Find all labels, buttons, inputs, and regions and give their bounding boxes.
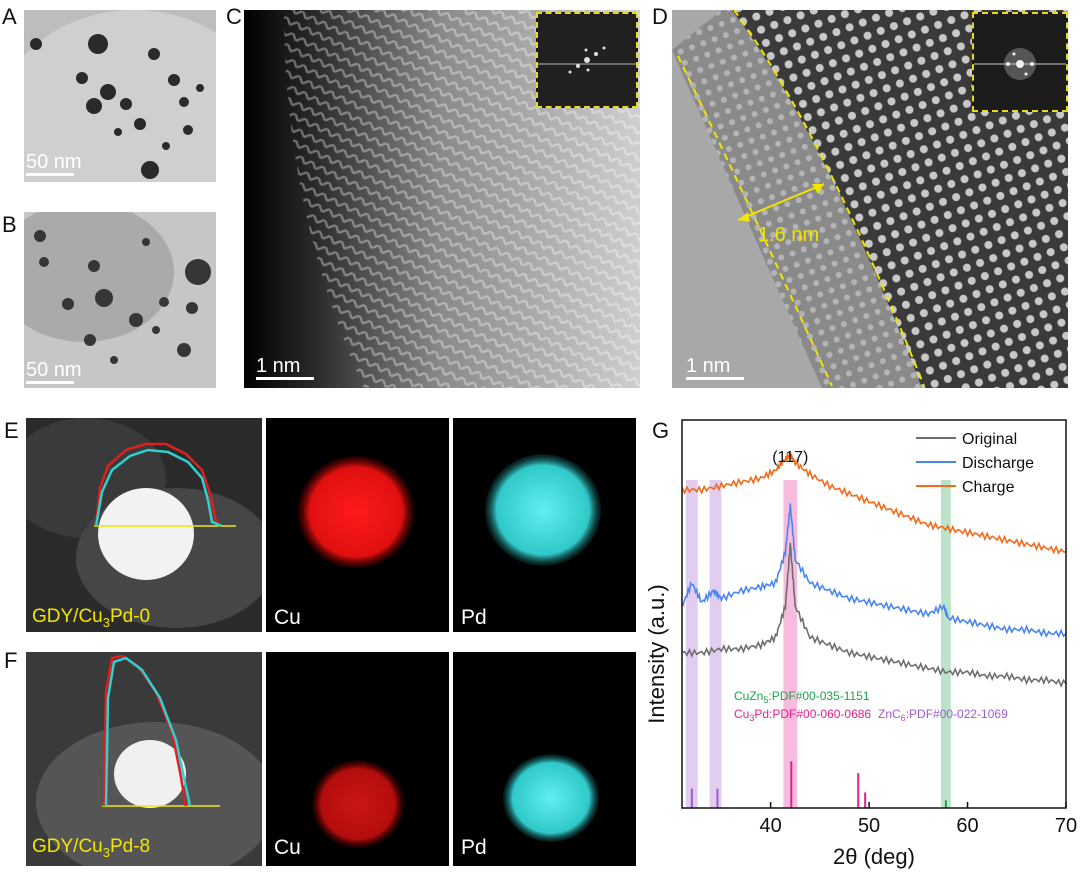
ref-band-2-1 xyxy=(709,480,722,808)
pd-map-f: Pd xyxy=(453,652,636,866)
panel-label-a: A xyxy=(2,4,17,29)
element-label-pd-e: Pd xyxy=(461,606,487,629)
ref-band-0-0 xyxy=(940,480,951,808)
x-tick-label-50: 50 xyxy=(858,815,880,837)
scale-bar-d: 1 nm xyxy=(686,355,744,380)
scale-bar-line-b xyxy=(26,381,74,384)
sample-tail-e: Pd-0 xyxy=(109,606,151,627)
scale-bar-line-c xyxy=(256,377,314,380)
sample-label-f: GDY/Cu3Pd-8 xyxy=(32,836,150,860)
peak-label: (117) xyxy=(772,449,808,466)
scale-bar-line-d xyxy=(686,377,744,380)
series-line-discharge xyxy=(681,503,1067,639)
series-line-original xyxy=(681,542,1067,688)
element-label-pd-f: Pd xyxy=(461,836,487,859)
haadf-image-f: GDY/Cu3Pd-8 xyxy=(26,652,262,866)
sample-label-e: GDY/Cu3Pd-0 xyxy=(32,606,150,630)
scale-label-c: 1 nm xyxy=(256,355,301,377)
legend-label-charge: Charge xyxy=(962,479,1015,496)
tem-a-svg xyxy=(24,10,216,182)
element-label-cu-f: Cu xyxy=(274,836,301,859)
scale-bar-c: 1 nm xyxy=(256,355,314,380)
legend-label-discharge: Discharge xyxy=(962,455,1034,472)
sample-tail-f: Pd-8 xyxy=(109,836,151,857)
xrd-chart: 40 50 60 70 2θ (deg) Intensity (a.u.) (117) Ori… xyxy=(644,419,1077,869)
haadf-f-svg xyxy=(26,652,262,866)
x-axis-label: 2θ (deg) xyxy=(833,844,915,869)
tem-image-b: 50 nm xyxy=(24,212,216,388)
ref-label-1: Cu3Pd:PDF#00-060-0686 xyxy=(734,707,871,723)
scale-bar-b: 50 nm xyxy=(26,359,82,384)
panel-label-d: D xyxy=(652,4,668,29)
sample-sub-f: 3 xyxy=(102,844,110,860)
tem-b-svg xyxy=(24,212,216,388)
fft-inset-d xyxy=(972,12,1068,112)
stem-image-c: 1 nm xyxy=(244,10,640,388)
panel-label-g: G xyxy=(652,418,670,443)
x-tick-label-70: 70 xyxy=(1055,815,1077,837)
fft-c-svg xyxy=(538,14,636,106)
ref-band-1-0 xyxy=(783,480,798,808)
haadf-e-svg xyxy=(26,418,262,632)
scale-label-a: 50 nm xyxy=(26,151,82,173)
lattice-width-annotation: 1.6 nm xyxy=(758,224,820,246)
series-line-charge xyxy=(681,452,1067,555)
cu-map-f-svg xyxy=(312,760,404,848)
panel-label-b: B xyxy=(2,212,17,237)
scale-label-d: 1 nm xyxy=(686,355,731,377)
haadf-image-e: GDY/Cu3Pd-0 xyxy=(26,418,262,632)
ref-label-2: ZnC6:PDF#00-022-1069 xyxy=(878,707,1008,723)
y-axis-label: Intensity (a.u.) xyxy=(644,584,669,723)
element-label-cu-e: Cu xyxy=(274,606,301,629)
cu-map-f: Cu xyxy=(266,652,449,866)
x-tick-label-40: 40 xyxy=(759,815,781,837)
panel-label-f: F xyxy=(4,648,18,673)
plot-frame xyxy=(681,419,1067,809)
scale-label-b: 50 nm xyxy=(26,359,82,381)
hrtem-image-d: 1.6 nm 1 nm xyxy=(672,10,1068,388)
ref-band-2-0 xyxy=(685,480,698,808)
cu-map-e: Cu xyxy=(266,418,449,632)
fft-inset-c xyxy=(536,12,638,108)
legend-label-original: Original xyxy=(962,431,1017,448)
tem-image-a: 50 nm xyxy=(24,10,216,182)
pd-map-e-svg xyxy=(485,454,601,566)
fft-d-svg xyxy=(974,14,1066,110)
panel-label-e: E xyxy=(4,418,19,443)
sample-name-f: GDY/Cu xyxy=(32,836,103,857)
cu-map-e-svg xyxy=(298,456,414,568)
x-tick-label-60: 60 xyxy=(956,815,978,837)
panel-label-c: C xyxy=(226,4,242,29)
sample-name-e: GDY/Cu xyxy=(32,606,103,627)
pd-map-e: Pd xyxy=(453,418,636,632)
scale-bar-line-a xyxy=(26,173,74,176)
sample-sub-e: 3 xyxy=(102,614,110,630)
ref-label-0: CuZn5:PDF#00-035-1151 xyxy=(734,689,870,705)
scale-bar-a: 50 nm xyxy=(26,151,82,176)
pd-map-f-svg xyxy=(503,754,599,842)
